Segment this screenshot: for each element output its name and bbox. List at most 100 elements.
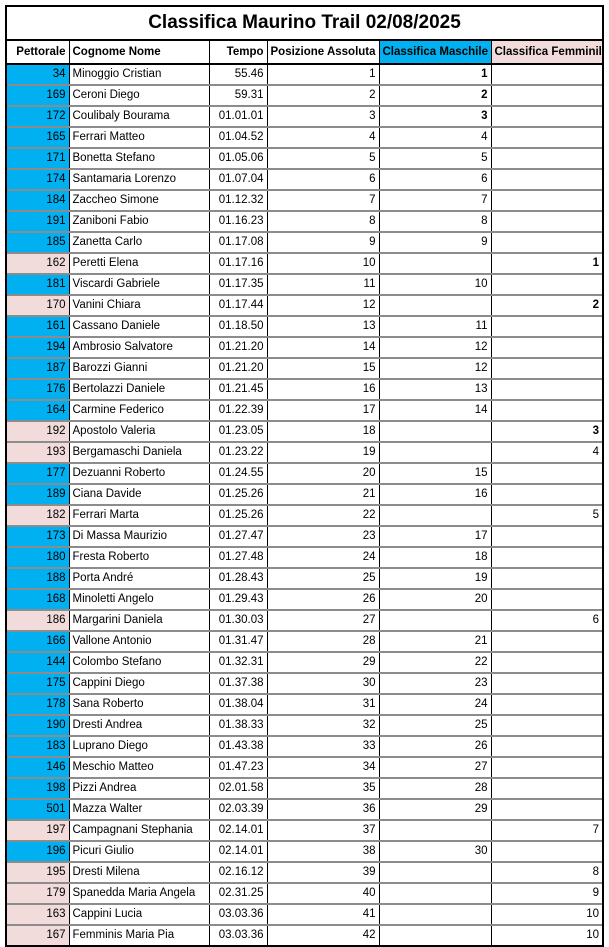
cell-female-rank: 10 (490, 904, 602, 926)
cell-male-rank: 9 (378, 232, 491, 254)
cell-overall: 10 (266, 253, 379, 275)
cell-bib: 171 (7, 148, 69, 170)
cell-male-rank: 12 (378, 358, 491, 380)
cell-male-rank: 27 (378, 757, 491, 779)
cell-overall: 7 (266, 190, 379, 212)
cell-female-rank (490, 841, 602, 863)
cell-overall: 1 (266, 64, 379, 86)
cell-name: Apostolo Valeria (68, 421, 209, 443)
cell-time: 01.43.38 (208, 736, 267, 758)
cell-male-rank: 5 (378, 148, 491, 170)
table-row: 185 Zanetta Carlo 01.17.08 9 9 (7, 232, 602, 254)
cell-name: Ambrosio Salvatore (68, 337, 209, 359)
cell-female-rank: 4 (490, 442, 602, 464)
cell-name: Zaniboni Fabio (68, 211, 209, 233)
cell-overall: 9 (266, 232, 379, 254)
cell-male-rank (378, 442, 491, 464)
cell-name: Campagnani Stephania (68, 820, 209, 842)
cell-male-rank: 6 (378, 169, 491, 191)
cell-female-rank (490, 463, 602, 485)
cell-bib: 186 (7, 610, 69, 632)
cell-name: Ciana Davide (68, 484, 209, 506)
cell-bib: 175 (7, 673, 69, 695)
cell-female-rank: 8 (490, 862, 602, 884)
cell-overall: 33 (266, 736, 379, 758)
header-bib: Pettorale (7, 41, 69, 65)
cell-female-rank (490, 274, 602, 296)
header-name: Cognome Nome (68, 41, 209, 65)
cell-male-rank: 4 (378, 127, 491, 149)
cell-overall: 36 (266, 799, 379, 821)
cell-time: 01.47.23 (208, 757, 267, 779)
cell-overall: 17 (266, 400, 379, 422)
cell-bib: 188 (7, 568, 69, 590)
cell-overall: 5 (266, 148, 379, 170)
cell-male-rank (378, 295, 491, 317)
cell-male-rank: 17 (378, 526, 491, 548)
table-row: 177 Dezuanni Roberto 01.24.55 20 15 (7, 463, 602, 485)
cell-female-rank (490, 652, 602, 674)
cell-name: Zaccheo Simone (68, 190, 209, 212)
cell-male-rank (378, 421, 491, 443)
cell-time: 01.04.52 (208, 127, 267, 149)
cell-male-rank: 8 (378, 211, 491, 233)
cell-time: 01.21.45 (208, 379, 267, 401)
table-row: 161 Cassano Daniele 01.18.50 13 11 (7, 316, 602, 338)
cell-time: 02.16.12 (208, 862, 267, 884)
cell-male-rank: 21 (378, 631, 491, 653)
table-row: 196 Picuri Giulio 02.14.01 38 30 (7, 841, 602, 863)
cell-bib: 189 (7, 484, 69, 506)
cell-bib: 185 (7, 232, 69, 254)
cell-name: Cappini Diego (68, 673, 209, 695)
table-row: 171 Bonetta Stefano 01.05.06 5 5 (7, 148, 602, 170)
cell-overall: 22 (266, 505, 379, 527)
table-row: 165 Ferrari Matteo 01.04.52 4 4 (7, 127, 602, 149)
cell-male-rank (378, 904, 491, 926)
cell-female-rank (490, 232, 602, 254)
cell-bib: 165 (7, 127, 69, 149)
cell-name: Cappini Lucia (68, 904, 209, 926)
table-row: 164 Carmine Federico 01.22.39 17 14 (7, 400, 602, 422)
cell-time: 01.38.33 (208, 715, 267, 737)
cell-name: Zanetta Carlo (68, 232, 209, 254)
cell-time: 01.22.39 (208, 400, 267, 422)
cell-overall: 16 (266, 379, 379, 401)
cell-male-rank: 12 (378, 337, 491, 359)
cell-overall: 13 (266, 316, 379, 338)
cell-male-rank: 16 (378, 484, 491, 506)
cell-time: 59.31 (208, 85, 267, 107)
cell-time: 01.30.03 (208, 610, 267, 632)
cell-female-rank (490, 631, 602, 653)
table-row: 195 Dresti Milena 02.16.12 39 8 (7, 862, 602, 884)
cell-name: Ceroni Diego (68, 85, 209, 107)
cell-male-rank (378, 883, 491, 905)
table-row: 172 Coulibaly Bourama 01.01.01 3 3 (7, 106, 602, 128)
cell-male-rank: 29 (378, 799, 491, 821)
cell-overall: 26 (266, 589, 379, 611)
header-overall: Posizione Assoluta (266, 41, 379, 65)
cell-female-rank: 6 (490, 610, 602, 632)
cell-male-rank: 28 (378, 778, 491, 800)
cell-bib: 198 (7, 778, 69, 800)
cell-bib: 181 (7, 274, 69, 296)
cell-name: Bertolazzi Daniele (68, 379, 209, 401)
cell-male-rank: 2 (378, 85, 491, 107)
cell-name: Carmine Federico (68, 400, 209, 422)
cell-bib: 172 (7, 106, 69, 128)
cell-male-rank (378, 820, 491, 842)
cell-male-rank: 7 (378, 190, 491, 212)
cell-time: 02.14.01 (208, 820, 267, 842)
cell-overall: 41 (266, 904, 379, 926)
results-table: Pettorale Cognome Nome Tempo Posizione A… (7, 41, 602, 945)
cell-name: Santamaria Lorenzo (68, 169, 209, 191)
cell-female-rank (490, 127, 602, 149)
cell-name: Mazza Walter (68, 799, 209, 821)
cell-female-rank: 2 (490, 295, 602, 317)
table-row: 163 Cappini Lucia 03.03.36 41 10 (7, 904, 602, 926)
cell-female-rank (490, 547, 602, 569)
cell-bib: 196 (7, 841, 69, 863)
cell-male-rank: 18 (378, 547, 491, 569)
cell-bib: 144 (7, 652, 69, 674)
cell-name: Vallone Antonio (68, 631, 209, 653)
cell-name: Pizzi Andrea (68, 778, 209, 800)
